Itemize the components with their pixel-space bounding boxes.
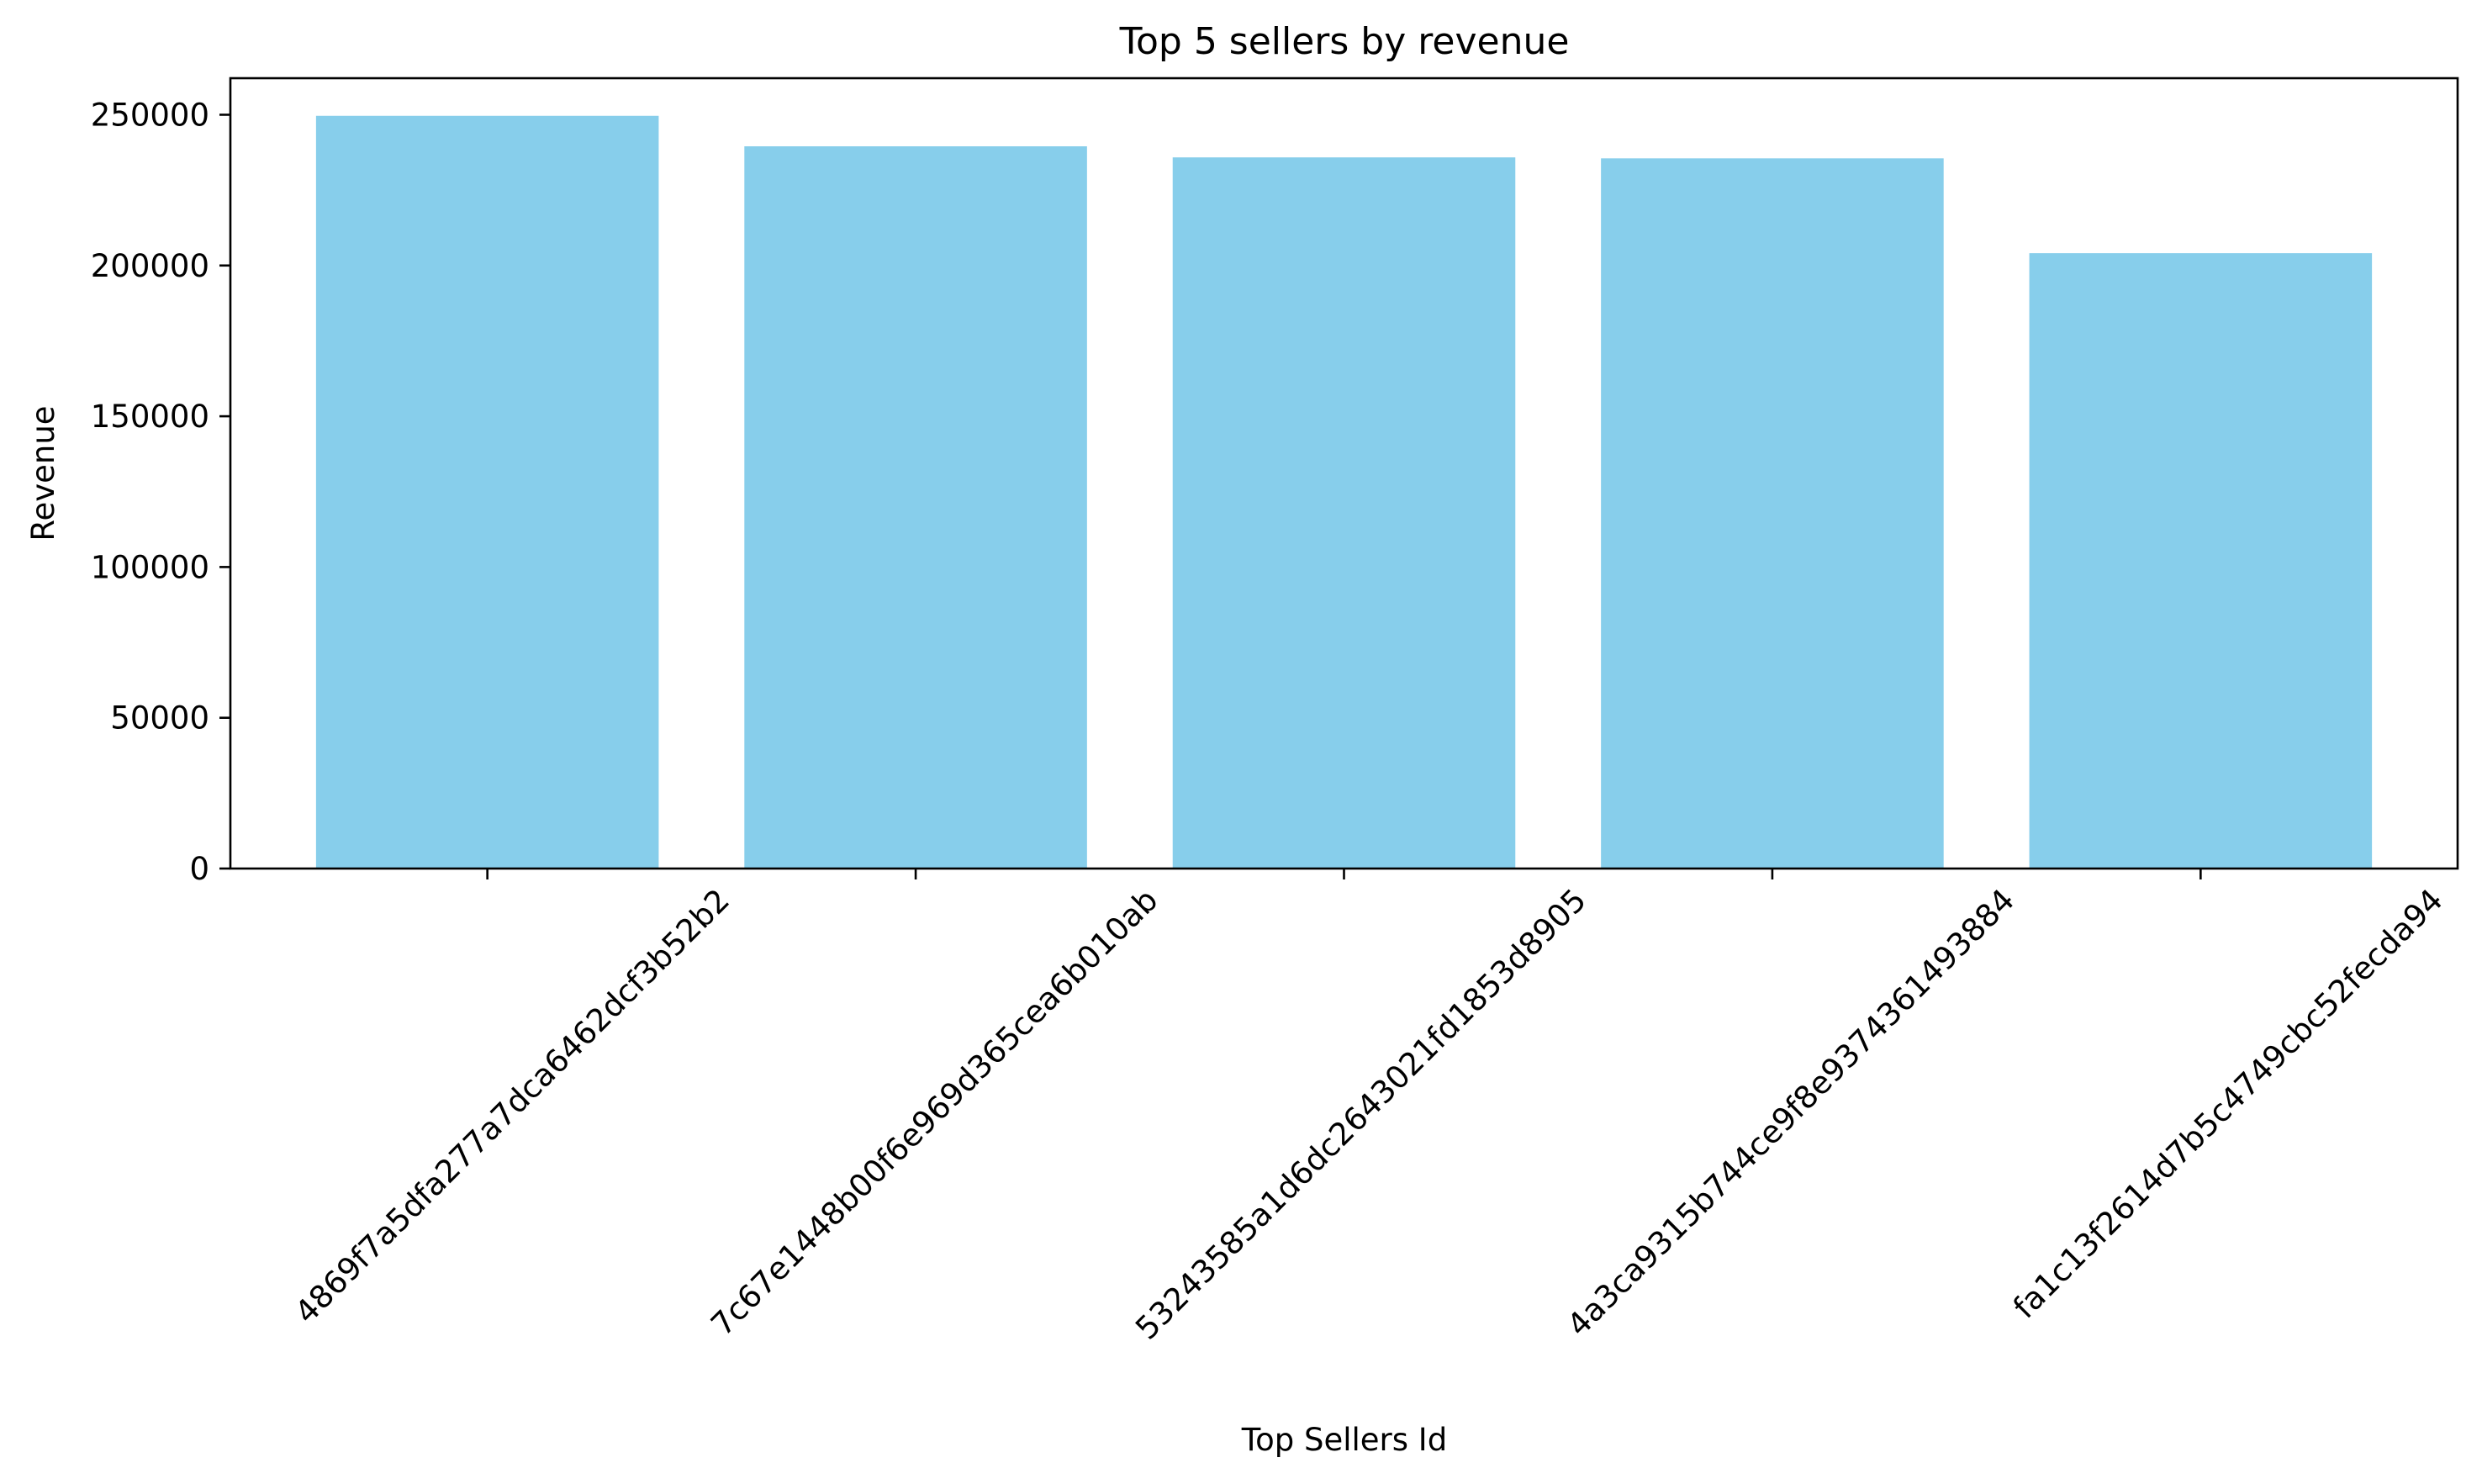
bar-5 bbox=[2029, 253, 2373, 869]
x-axis-label: Top Sellers Id bbox=[1241, 1422, 1447, 1458]
y-tick-label: 200000 bbox=[91, 248, 209, 284]
y-tick-label: 0 bbox=[189, 851, 209, 887]
plot-frame bbox=[229, 77, 2459, 870]
bar-1 bbox=[315, 115, 659, 869]
bar-3 bbox=[1172, 157, 1516, 869]
y-tick-label: 100000 bbox=[91, 549, 209, 585]
y-tick-label: 50000 bbox=[110, 700, 209, 737]
bar-2 bbox=[744, 146, 1087, 869]
chart-title: Top 5 sellers by revenue bbox=[1119, 20, 1570, 63]
y-tick-label: 250000 bbox=[91, 97, 209, 133]
y-axis: 0 50000 100000 150000 200000 250000 bbox=[91, 97, 230, 887]
y-axis-label: Revenue bbox=[25, 405, 61, 541]
bar-4 bbox=[1601, 158, 1944, 869]
bars-layer bbox=[315, 115, 2373, 869]
y-tick-label: 150000 bbox=[91, 399, 209, 435]
